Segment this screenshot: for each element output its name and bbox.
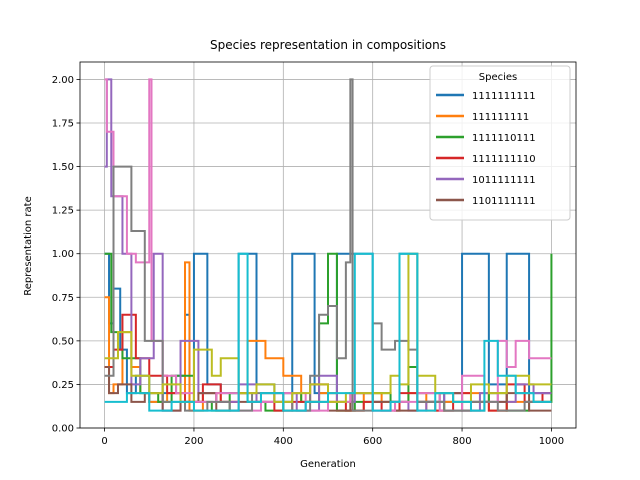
series-line-9 [104,252,552,412]
x-tick-label: 600 [363,436,382,447]
legend-title: Species [479,72,518,83]
legend-box [429,65,571,221]
y-tick-label: 1.50 [52,162,74,173]
legend-label: 1111111110 [472,154,536,165]
y-axis-title: Representation rate [23,196,34,295]
x-tick-label: 0 [101,436,107,447]
legend-label: 1111111111 [472,91,536,102]
y-tick-label: 0.00 [52,424,74,435]
legend-label: 1101111111 [472,196,536,207]
y-tick-label: 0.50 [52,336,74,347]
y-tick-label: 1.75 [52,119,74,130]
plot-frame [79,61,577,429]
legend-label: 1111110111 [472,133,536,144]
legend: Species111111111111111111111111101111111… [429,65,571,221]
legend-label: 111111111 [472,112,529,123]
plot-series-group [104,78,553,412]
x-axis-title: Generation [300,459,356,470]
y-tick-label: 1.25 [52,206,74,217]
x-tick-label: 200 [184,436,203,447]
y-tick-label: 1.00 [52,249,74,260]
y-tick-label: 2.00 [52,75,74,86]
axis-ticks: 0 200 400 600 800 1000 0.00 0.25 0.50 0.75 1.00 1.2… [52,75,564,447]
x-tick-label: 400 [274,436,293,447]
y-tick-label: 0.75 [52,293,74,304]
legend-label: 1011111111 [472,175,536,186]
chart-title: Species representation in compositions [210,38,446,52]
x-tick-label: 1000 [539,436,564,447]
x-tick-label: 800 [453,436,472,447]
y-tick-label: 0.25 [52,380,74,391]
